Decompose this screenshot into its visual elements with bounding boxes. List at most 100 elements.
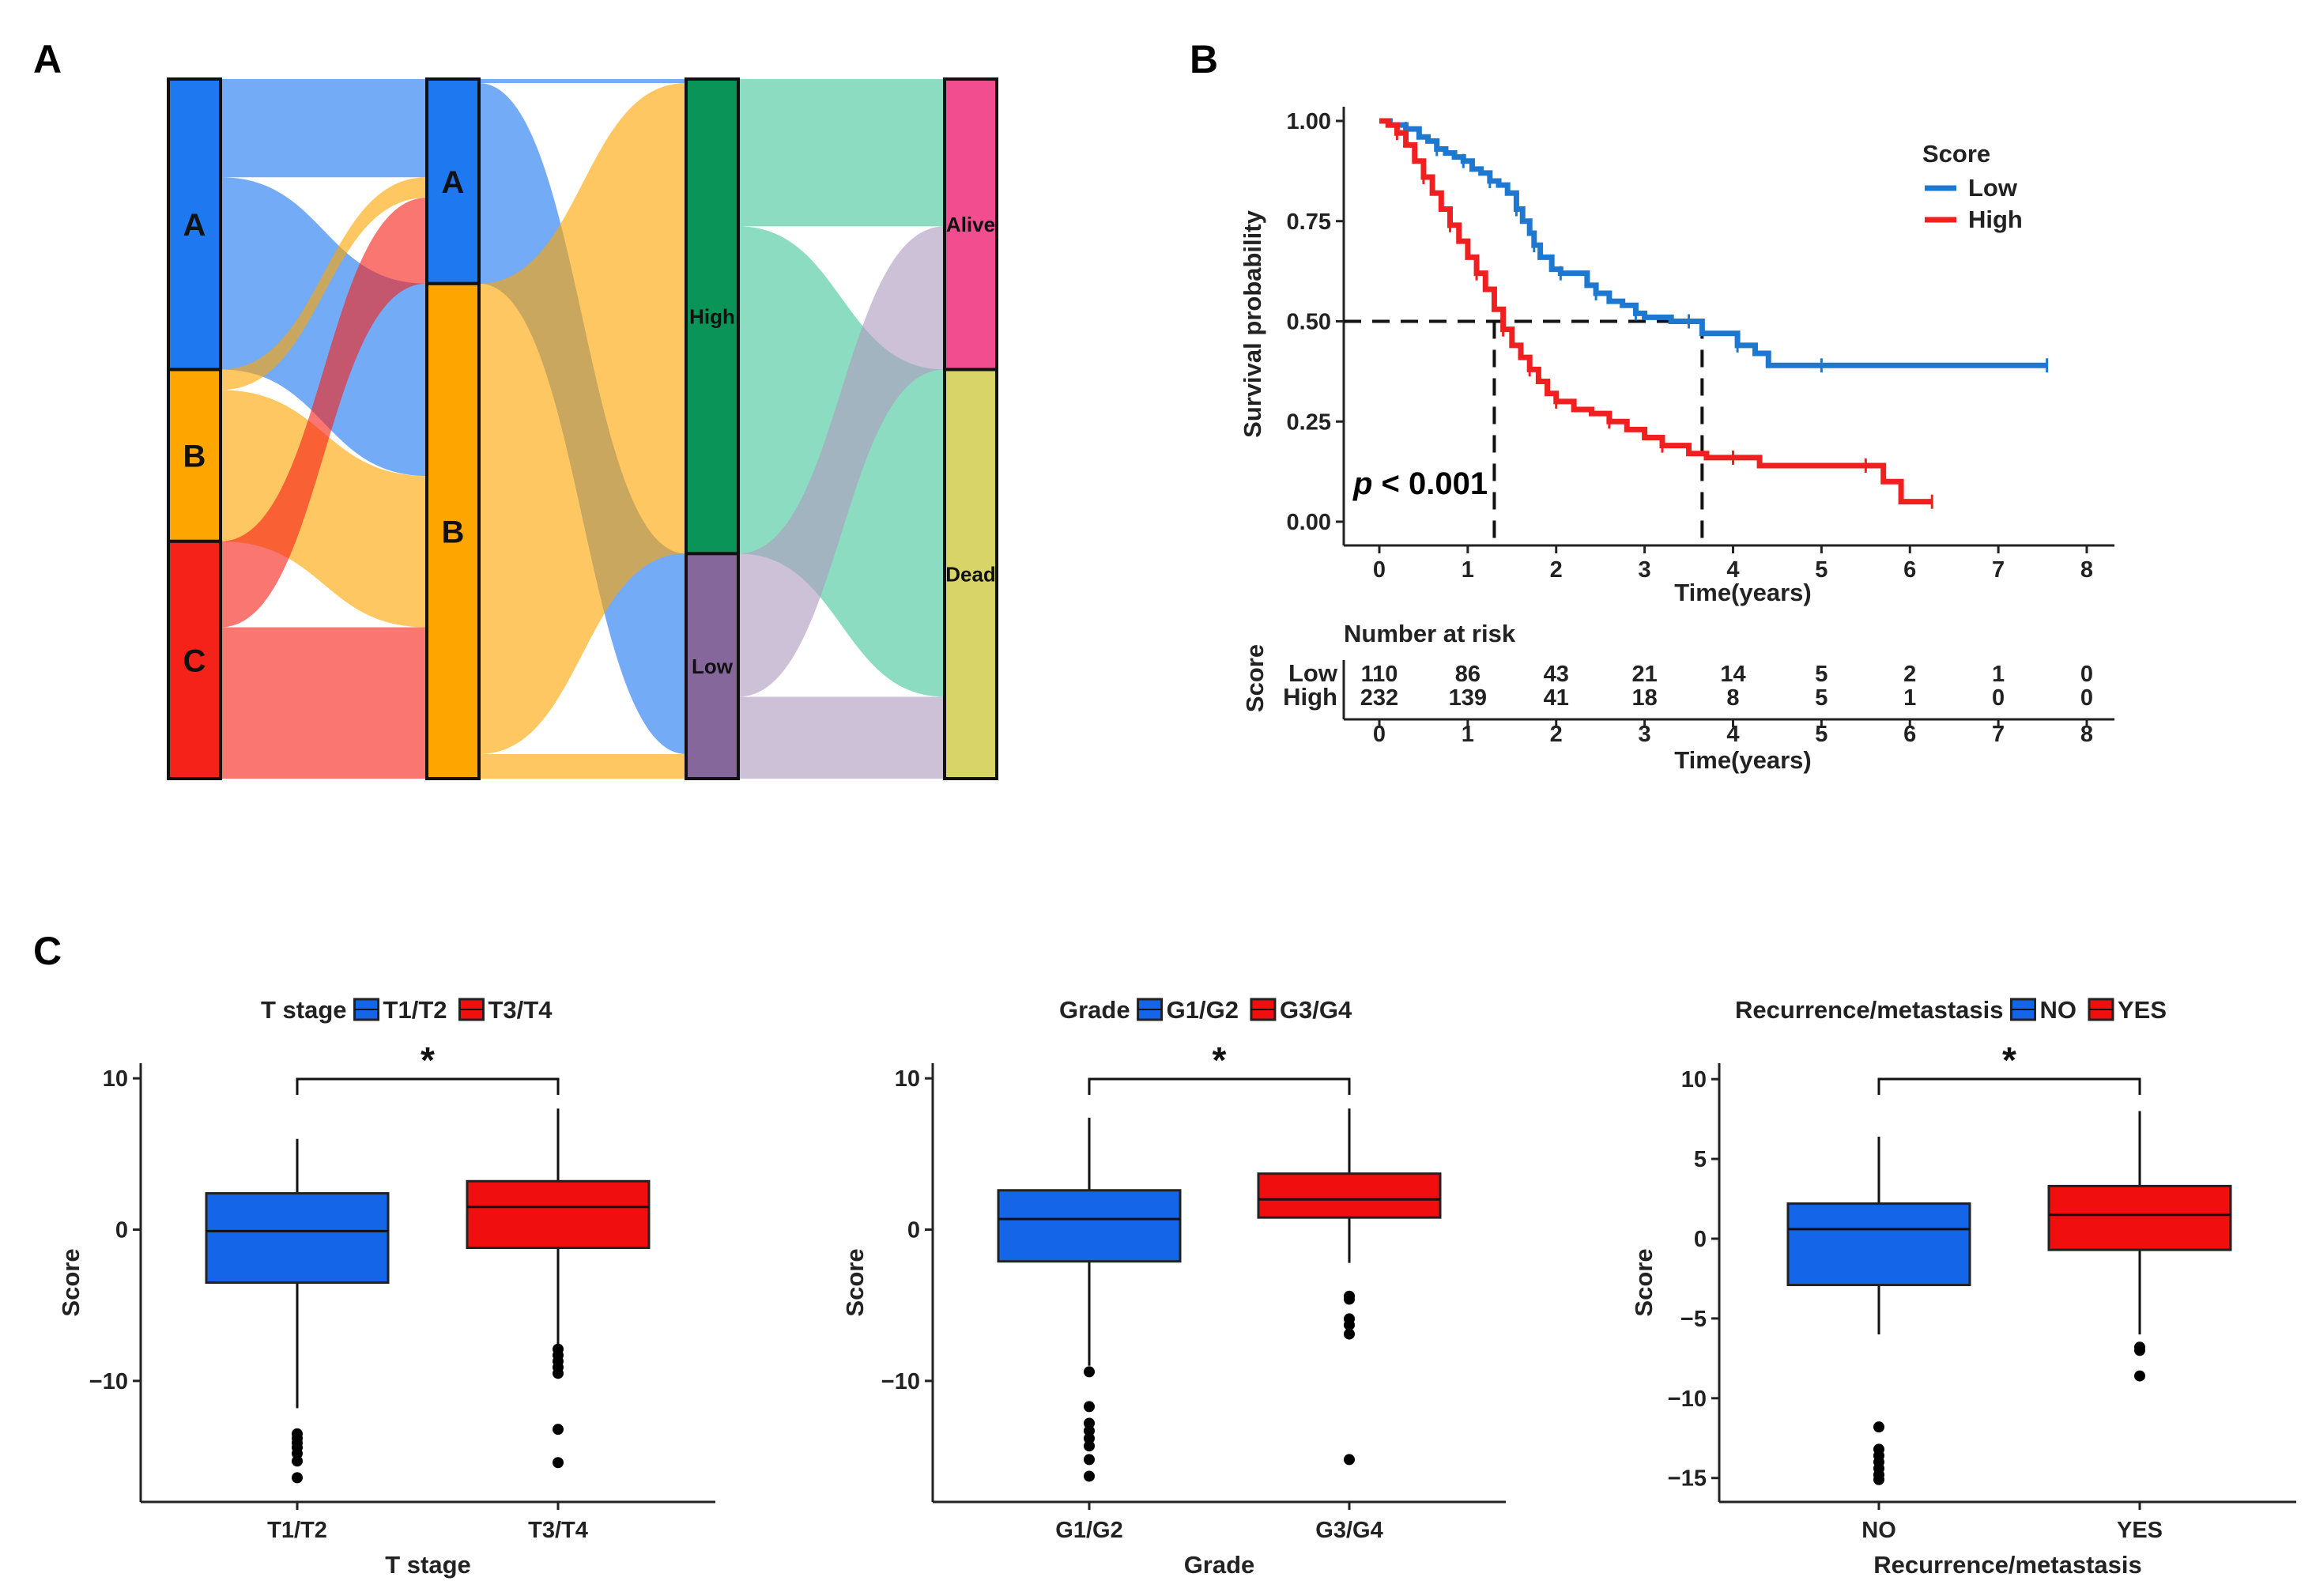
risk-count-high: 18 xyxy=(1631,685,1657,711)
risk-table-x-tick-label: 6 xyxy=(1903,722,1916,747)
boxplot-grade: −10 0 10 Score Grade G1/G2 G3/G4 * Grade G1/G2 G3/… xyxy=(841,996,1506,1579)
box-1-significance-star: * xyxy=(421,1039,435,1081)
risk-table-x-tick-label: 5 xyxy=(1815,722,1828,747)
box-3-no-outlier-point xyxy=(1873,1473,1884,1485)
box-1-t1-t2-outlier-point xyxy=(292,1472,303,1484)
risk-count-low: 2 xyxy=(1903,662,1916,687)
box-3-y-tick-label: −15 xyxy=(1668,1466,1707,1492)
km-y-tick-label: 0.50 xyxy=(1287,310,1331,335)
km-y-tick-label: 0.75 xyxy=(1287,209,1331,235)
km-x-tick-label: 7 xyxy=(1992,557,2005,583)
km-curve-low xyxy=(1379,118,2047,368)
box-3-significance-star: * xyxy=(2002,1039,2016,1081)
box-1-y-axis-title: Score xyxy=(57,1248,85,1316)
risk-count-high: 0 xyxy=(2080,685,2093,711)
box-1-t3-t4-outlier-point xyxy=(553,1368,564,1379)
node-0-b xyxy=(167,368,222,543)
risk-table-x-tick-label: 8 xyxy=(2080,722,2093,747)
node-label-1-a: A xyxy=(442,165,465,200)
km-y-tick-label: 0.00 xyxy=(1287,510,1331,535)
risk-table-x-tick-label: 2 xyxy=(1550,722,1563,747)
box-2-g3-g4-outlier-point xyxy=(1344,1293,1355,1305)
box-2-x-axis-title: Grade xyxy=(1184,1551,1255,1579)
box-2-significance-bracket xyxy=(1088,1077,1351,1095)
box-1-y-tick-label: 10 xyxy=(103,1066,128,1092)
risk-count-high: 232 xyxy=(1360,685,1398,711)
flow-0-b-to-a xyxy=(221,177,427,391)
risk-table-x-tick-label: 1 xyxy=(1462,722,1474,747)
box-3-y-tick-label: 5 xyxy=(1694,1147,1707,1172)
km-y-tick-label: 1.00 xyxy=(1287,109,1331,134)
box-2-g1-g2-outlier-point xyxy=(1084,1432,1095,1444)
box-1-legend-title: T stage xyxy=(261,996,347,1024)
node-label-0-a: A xyxy=(183,208,206,243)
box-2-g3-g4-x-tick-label: G3/G4 xyxy=(1315,1518,1382,1543)
km-x-tick-label: 4 xyxy=(1726,557,1739,583)
km-p-text: < 0.001 xyxy=(1372,466,1488,501)
box-1-t3-t4-outlier-point xyxy=(553,1424,564,1436)
km-x-tick-label: 2 xyxy=(1550,557,1563,583)
risk-count-high: 8 xyxy=(1726,685,1739,711)
box-1-t1-t2-box xyxy=(205,1192,390,1284)
box-3-significance-bracket xyxy=(1877,1077,2141,1095)
node-2-low xyxy=(685,552,740,780)
box-3-legend-title: Recurrence/metastasis xyxy=(1735,996,2003,1024)
risk-table-y-title: Score xyxy=(1241,644,1269,712)
box-2-significance-star: * xyxy=(1213,1039,1227,1081)
node-0-c xyxy=(167,539,222,781)
boxplot-t-stage: −10 0 10 Score T stage T1/T2 T3/T4 * T stage T1/T… xyxy=(57,996,715,1579)
km-x-tick-label: 6 xyxy=(1903,557,1916,583)
box-2-g1-g2-legend-label: G1/G2 xyxy=(1167,996,1239,1024)
km-y-tick-label: 0.25 xyxy=(1287,409,1331,435)
box-3-x-axis-title: Recurrence/metastasis xyxy=(1873,1551,2141,1579)
risk-count-low: 21 xyxy=(1631,662,1657,687)
risk-count-high: 139 xyxy=(1449,685,1487,711)
flow-1-a-to-high xyxy=(479,79,686,84)
risk-row-low-label: Low xyxy=(1288,659,1338,687)
panel-label-a: A xyxy=(33,37,62,81)
box-2-g1-g2-x-tick-label: G1/G2 xyxy=(1055,1518,1122,1543)
km-x-tick-label: 8 xyxy=(2080,557,2093,583)
box-2-g3-g4-box xyxy=(1257,1172,1442,1219)
box-2-y-tick-label: 10 xyxy=(895,1066,920,1092)
risk-table-x-tick-label: 4 xyxy=(1726,722,1739,747)
box-2-g1-g2-outlier-point xyxy=(1084,1425,1095,1437)
box-1-y-tick-label: 0 xyxy=(115,1218,128,1243)
km-x-tick-label: 5 xyxy=(1815,557,1828,583)
risk-count-high: 5 xyxy=(1815,685,1828,711)
box-3-yes-box xyxy=(2047,1184,2232,1251)
box-2-g1-g2-outlier-point xyxy=(1084,1440,1095,1452)
box-1-y-tick-label: −10 xyxy=(89,1369,128,1394)
risk-count-low: 43 xyxy=(1544,662,1569,687)
km-x-axis-title: Time(years) xyxy=(1674,579,1811,606)
km-y-axis-title: Survival probability xyxy=(1239,209,1266,437)
box-3-y-axis-title: Score xyxy=(1630,1248,1658,1316)
box-2-g1-g2-outlier-point xyxy=(1084,1366,1095,1378)
box-1-t1-t2-legend-label: T1/T2 xyxy=(383,996,447,1024)
box-2-g1-g2-outlier-point xyxy=(1084,1454,1095,1466)
flow-0-a-to-a xyxy=(221,79,427,178)
box-2-y-axis-title: Score xyxy=(841,1248,869,1316)
km-legend-title: Score xyxy=(1922,140,1990,168)
node-label-0-b: B xyxy=(183,440,206,474)
box-2-y-tick-label: 0 xyxy=(907,1218,920,1243)
risk-count-high: 41 xyxy=(1544,685,1569,711)
node-2-high xyxy=(685,77,740,556)
box-1-t3-t4-box xyxy=(466,1179,651,1249)
box-2-g3-g4-outlier-point xyxy=(1344,1319,1355,1331)
km-x-tick-label: 0 xyxy=(1373,557,1386,583)
box-2-g3-g4-outlier-point xyxy=(1344,1454,1355,1466)
panel-label-c: C xyxy=(33,929,62,973)
risk-table: Number at risk Score Time(years) Low Hig… xyxy=(1241,620,2114,774)
box-1-t3-t4-legend-label: T3/T4 xyxy=(488,996,553,1024)
box-1-t3-t4-x-tick-label: T3/T4 xyxy=(528,1518,588,1543)
risk-table-x-title: Time(years) xyxy=(1674,746,1811,774)
box-3-y-tick-label: 0 xyxy=(1694,1227,1707,1252)
flow-0-c-to-a xyxy=(221,198,427,628)
flow-1-b-to-low xyxy=(479,753,686,779)
risk-table-x-tick-label: 3 xyxy=(1639,722,1651,747)
box-1-t1-t2-outlier-point xyxy=(292,1455,303,1467)
km-p-value: p < 0.001 xyxy=(1352,466,1488,501)
km-curve-high xyxy=(1379,118,1933,505)
node-0-a xyxy=(167,77,222,372)
